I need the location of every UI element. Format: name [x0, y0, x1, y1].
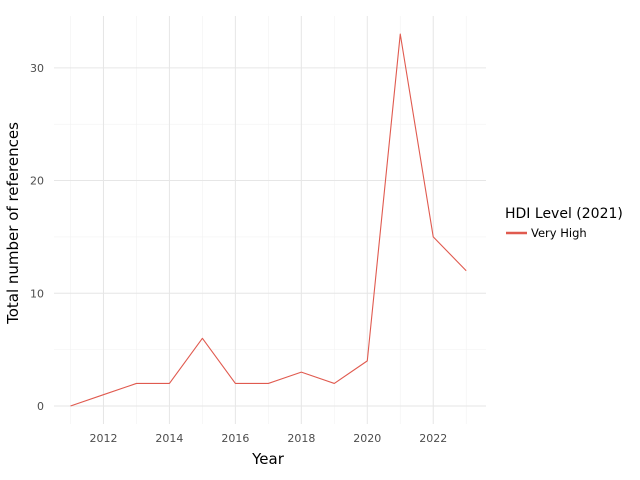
x-tick-label: 2018	[287, 432, 315, 445]
x-tick-label: 2020	[353, 432, 381, 445]
major-gridlines	[54, 16, 486, 424]
y-axis-title: Total number of references	[4, 122, 22, 325]
legend-title: HDI Level (2021)	[505, 206, 623, 222]
y-axis-ticks: 0 10 20 30	[30, 62, 44, 413]
legend-label-very-high: Very High	[531, 226, 587, 240]
minor-gridlines	[54, 16, 486, 424]
x-axis-ticks: 2012 2014 2016 2018 2020 2022	[89, 432, 447, 445]
y-tick-label: 10	[30, 287, 44, 300]
series-layer	[70, 33, 467, 407]
legend: HDI Level (2021) Very High	[505, 206, 623, 240]
x-axis-title: Year	[251, 450, 285, 468]
y-tick-label: 30	[30, 62, 44, 75]
x-tick-label: 2012	[89, 432, 117, 445]
series-line-very-high	[70, 33, 467, 407]
x-tick-label: 2014	[155, 432, 183, 445]
x-tick-label: 2022	[419, 432, 447, 445]
y-tick-label: 0	[37, 400, 44, 413]
y-tick-label: 20	[30, 175, 44, 188]
x-tick-label: 2016	[221, 432, 249, 445]
